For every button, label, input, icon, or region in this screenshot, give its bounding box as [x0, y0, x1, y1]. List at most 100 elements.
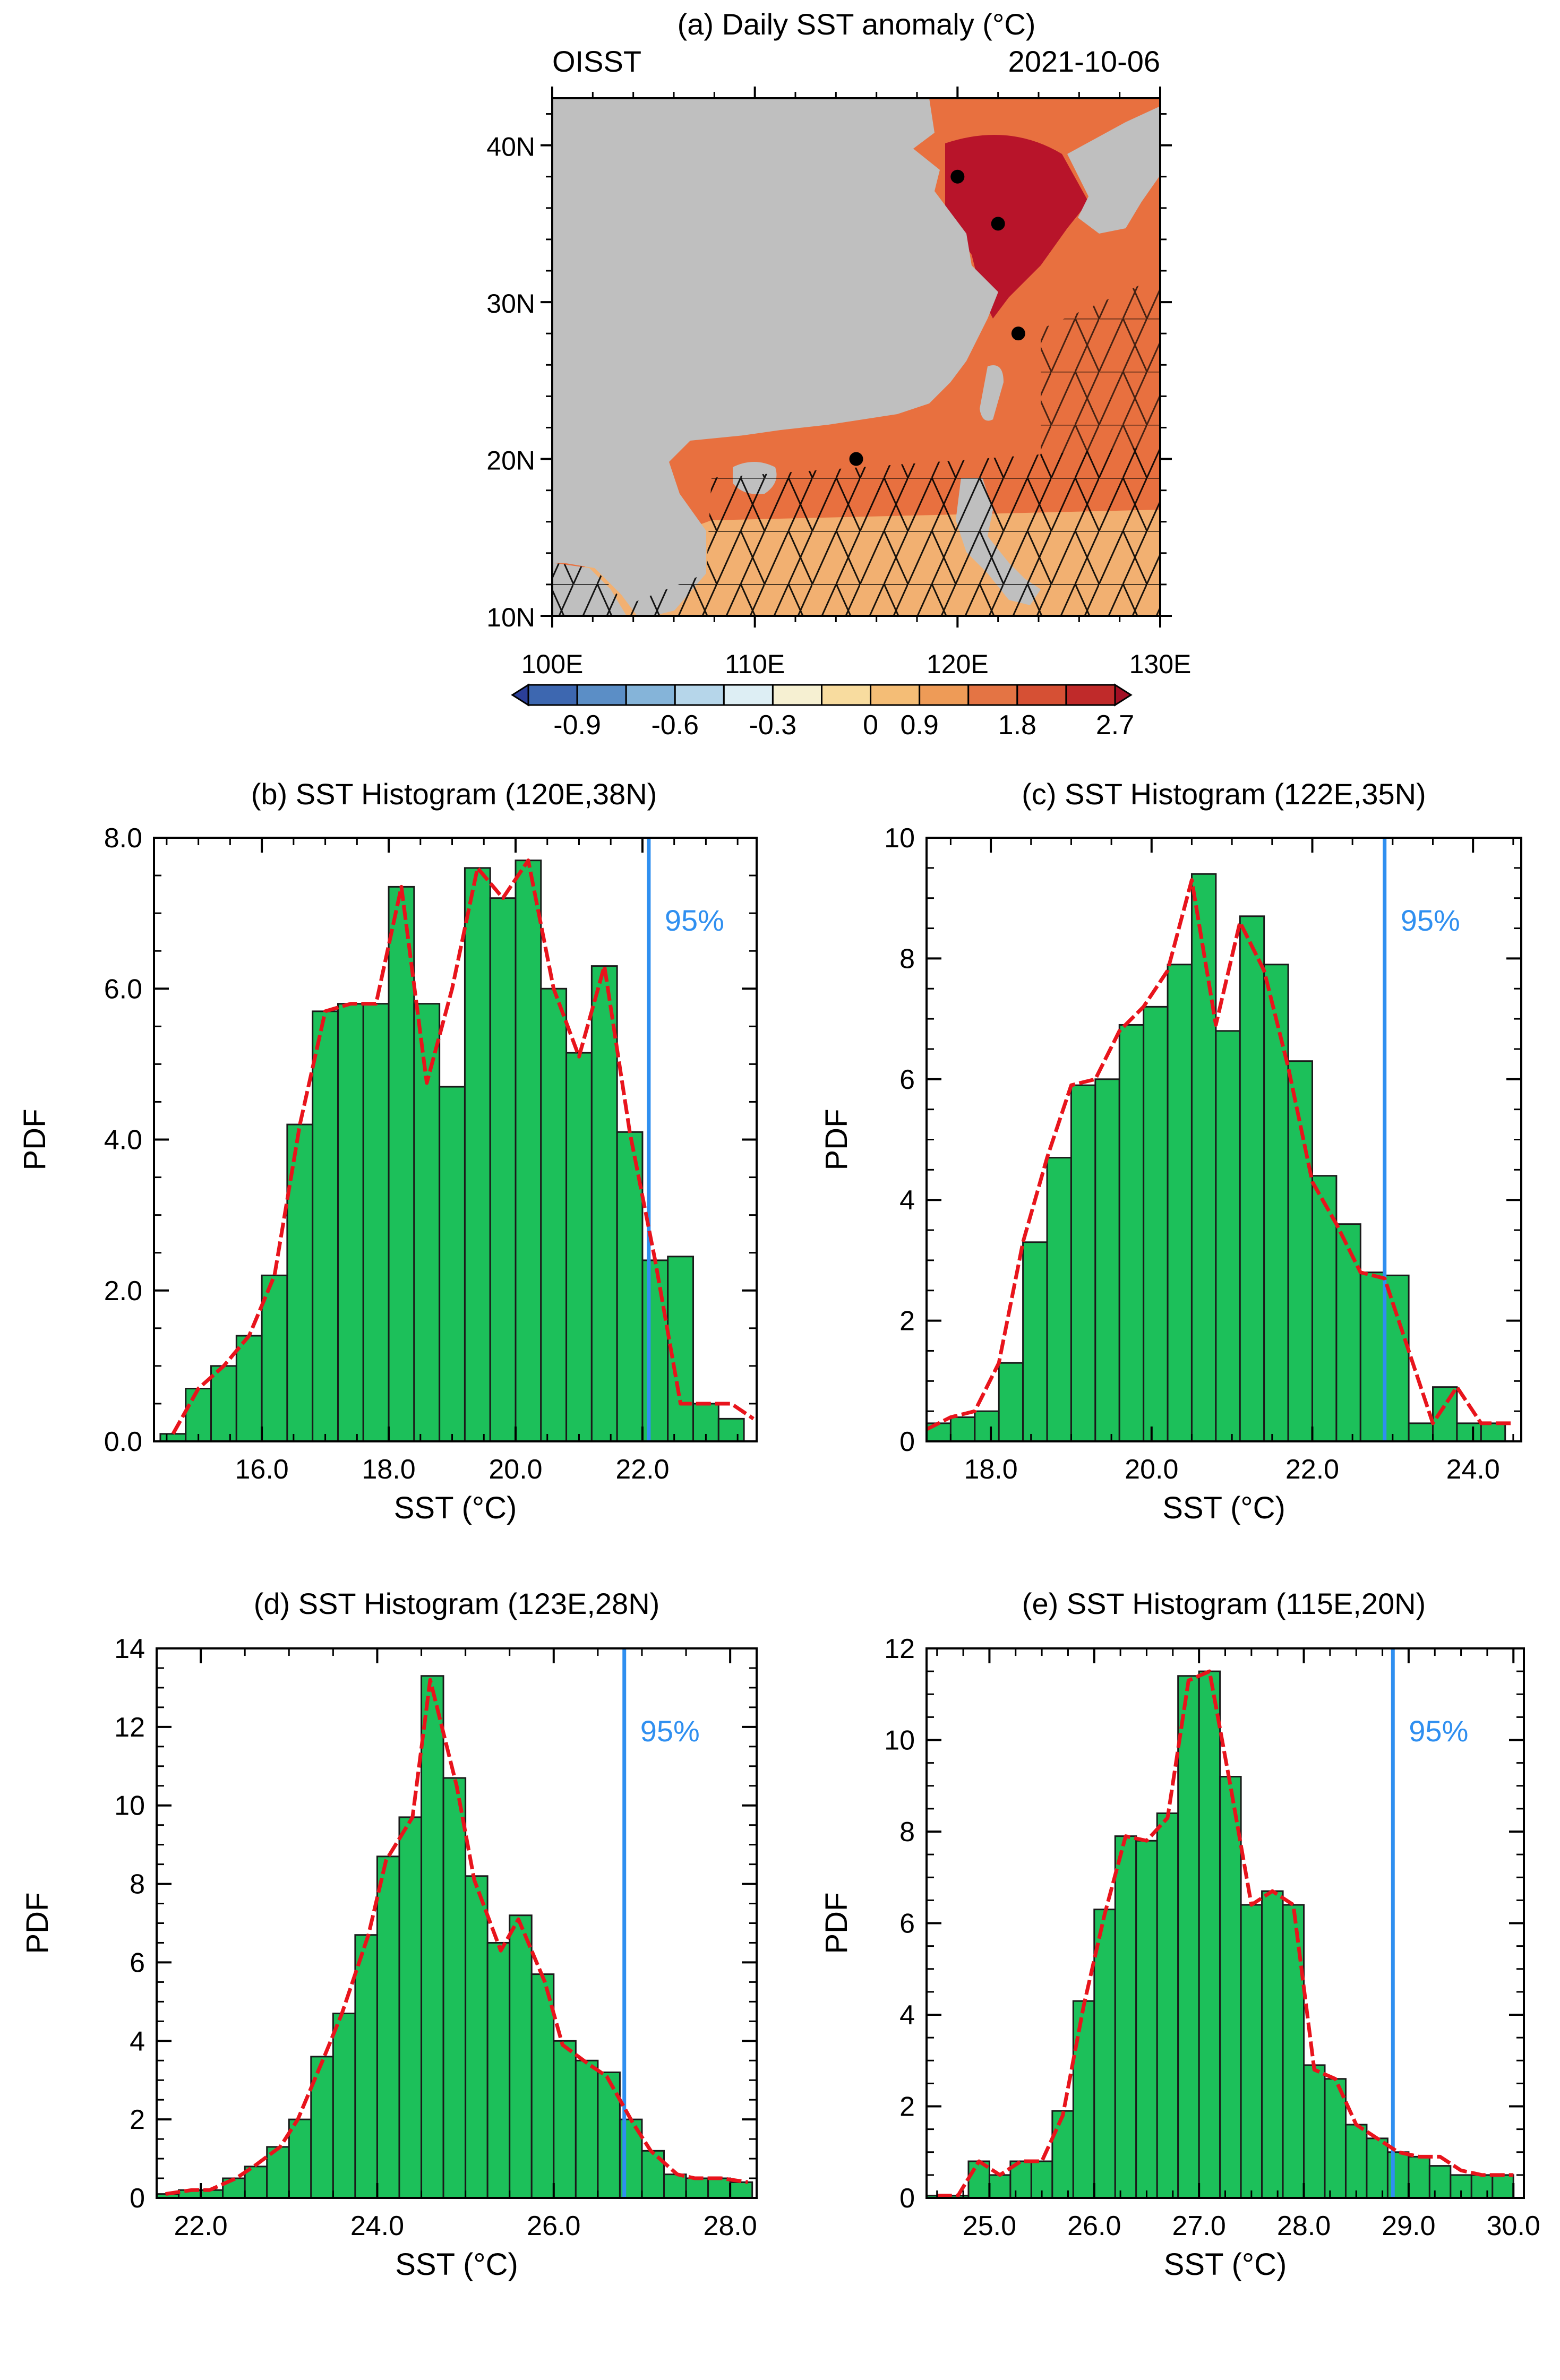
- histogram-bar: [540, 987, 568, 1442]
- histogram-bar: [1408, 1422, 1434, 1442]
- lat-tick-label: 20N: [486, 446, 535, 476]
- histogram-bar: [1143, 1006, 1169, 1442]
- histogram-bar: [159, 1433, 187, 1442]
- percentile-label: 95%: [1401, 904, 1460, 937]
- land-asia: [552, 98, 998, 616]
- histogram-bar: [641, 1259, 669, 1442]
- y-tick-label: 8.0: [104, 823, 142, 854]
- y-tick-label: 0: [899, 2183, 915, 2214]
- histogram-bar: [354, 1934, 378, 2199]
- station-point: [950, 169, 965, 184]
- histogram-bar: [235, 1335, 263, 1442]
- colorbar-max-arrow: [1114, 683, 1133, 707]
- significance-hatching-east: [1041, 276, 1160, 457]
- x-tick-label: 22.0: [174, 2211, 227, 2241]
- lat-tick-label: 10N: [486, 603, 535, 632]
- x-tick-label: 20.0: [1125, 1454, 1178, 1485]
- colorbar-swatch: [625, 684, 676, 706]
- histogram-bar: [1022, 1241, 1048, 1442]
- chart-title: (b) SST Histogram (120E,38N): [251, 777, 657, 811]
- histogram-bar: [1135, 1840, 1158, 2199]
- histogram-bar: [553, 2040, 577, 2199]
- histogram-bar: [1492, 2174, 1514, 2199]
- colorbar-swatch: [576, 684, 627, 706]
- x-tick-label: 28.0: [704, 2211, 757, 2241]
- histogram-bar: [312, 1010, 339, 1442]
- colorbar-label: 0: [863, 710, 878, 741]
- histogram-bar: [398, 1816, 423, 2199]
- y-tick-label: 8: [899, 943, 915, 974]
- lon-tick-label: 130E: [1129, 649, 1192, 679]
- histogram-bar: [1261, 1890, 1284, 2199]
- y-axis-label: PDF: [819, 1109, 854, 1171]
- y-tick-label: 6: [130, 1947, 145, 1978]
- histogram-bar: [1480, 1422, 1506, 1442]
- histogram-bar: [729, 2181, 753, 2199]
- histogram-bar: [998, 1362, 1024, 1442]
- bars: [925, 873, 1506, 1442]
- histogram-bar: [439, 1086, 466, 1442]
- percentile-label: 95%: [665, 904, 724, 937]
- y-tick-label: 2: [899, 1306, 915, 1337]
- histogram-bar: [1303, 2064, 1326, 2199]
- histogram-bar: [1219, 1776, 1242, 2199]
- colorbar-label: -0.3: [749, 710, 797, 741]
- x-tick-label: 24.0: [1446, 1454, 1500, 1485]
- histogram-bar: [376, 1855, 400, 2199]
- chart-title: (d) SST Histogram (123E,28N): [254, 1587, 660, 1620]
- histogram-bar: [974, 1410, 1000, 1442]
- x-tick-label: 18.0: [964, 1454, 1017, 1485]
- histogram-bar: [421, 1675, 444, 2199]
- colorbar-label: -0.6: [651, 710, 699, 741]
- map-station-points: [849, 169, 1025, 466]
- y-axis-label: PDF: [18, 1109, 52, 1171]
- histogram-bar: [1072, 2000, 1095, 2199]
- histogram-bar: [1408, 2155, 1430, 2199]
- y-tick-label: 2.0: [104, 1276, 142, 1307]
- histogram-bar: [515, 860, 542, 1442]
- histogram-bar: [707, 2177, 731, 2199]
- map-right-label: 2021-10-06: [1008, 45, 1160, 78]
- histogram-bar: [1094, 1078, 1120, 1442]
- histogram-bar: [1240, 1904, 1263, 2199]
- percentile-label: 95%: [1409, 1714, 1468, 1748]
- percentile-label: 95%: [640, 1714, 700, 1748]
- colorbar-swatch: [821, 684, 872, 706]
- histogram-bar: [1114, 1835, 1137, 2199]
- land-taiwan: [980, 365, 1004, 421]
- histogram-bar: [465, 1875, 488, 2199]
- x-tick-label: 30.0: [1487, 2211, 1540, 2241]
- map-title: (a) Daily SST anomaly (°C): [678, 7, 1036, 41]
- histogram-bar: [185, 1388, 212, 1442]
- x-tick-label: 27.0: [1172, 2211, 1226, 2241]
- x-tick-label: 24.0: [350, 2211, 404, 2241]
- colorbar-swatch: [870, 684, 921, 706]
- histogram-bar: [362, 1003, 390, 1442]
- histogram-bar: [1428, 2165, 1452, 2199]
- colorbar-swatch: [1065, 684, 1116, 706]
- y-tick-label: 0: [130, 2183, 145, 2214]
- histogram-bar: [464, 867, 491, 1442]
- y-tick-label: 6.0: [104, 974, 142, 1004]
- x-tick-label: 22.0: [1285, 1454, 1339, 1485]
- histogram-bar: [1359, 1271, 1386, 1442]
- x-axis-label: SST (°C): [1162, 1491, 1285, 1525]
- colorbar-label: 1.8: [998, 710, 1036, 741]
- x-axis-label: SST (°C): [395, 2247, 518, 2282]
- colorbar-swatch: [1016, 684, 1067, 706]
- histogram-bar: [1215, 1030, 1241, 1442]
- histogram-bar: [486, 1941, 511, 2199]
- histogram-bar: [1384, 1274, 1410, 1442]
- histogram-bar: [1470, 2174, 1494, 2199]
- x-tick-label: 28.0: [1277, 2211, 1331, 2241]
- y-axis-label: PDF: [20, 1893, 55, 1954]
- histogram-bar: [1156, 1812, 1179, 2199]
- x-axis-label: SST (°C): [394, 1491, 517, 1525]
- y-tick-label: 6: [899, 1064, 915, 1095]
- chart-title: (e) SST Histogram (115E,20N): [1022, 1587, 1426, 1620]
- pdf-curve: [937, 1669, 1514, 2198]
- x-tick-label: 26.0: [527, 2211, 580, 2241]
- pdf-curve: [171, 858, 755, 1435]
- histogram-bar: [1335, 1223, 1361, 1442]
